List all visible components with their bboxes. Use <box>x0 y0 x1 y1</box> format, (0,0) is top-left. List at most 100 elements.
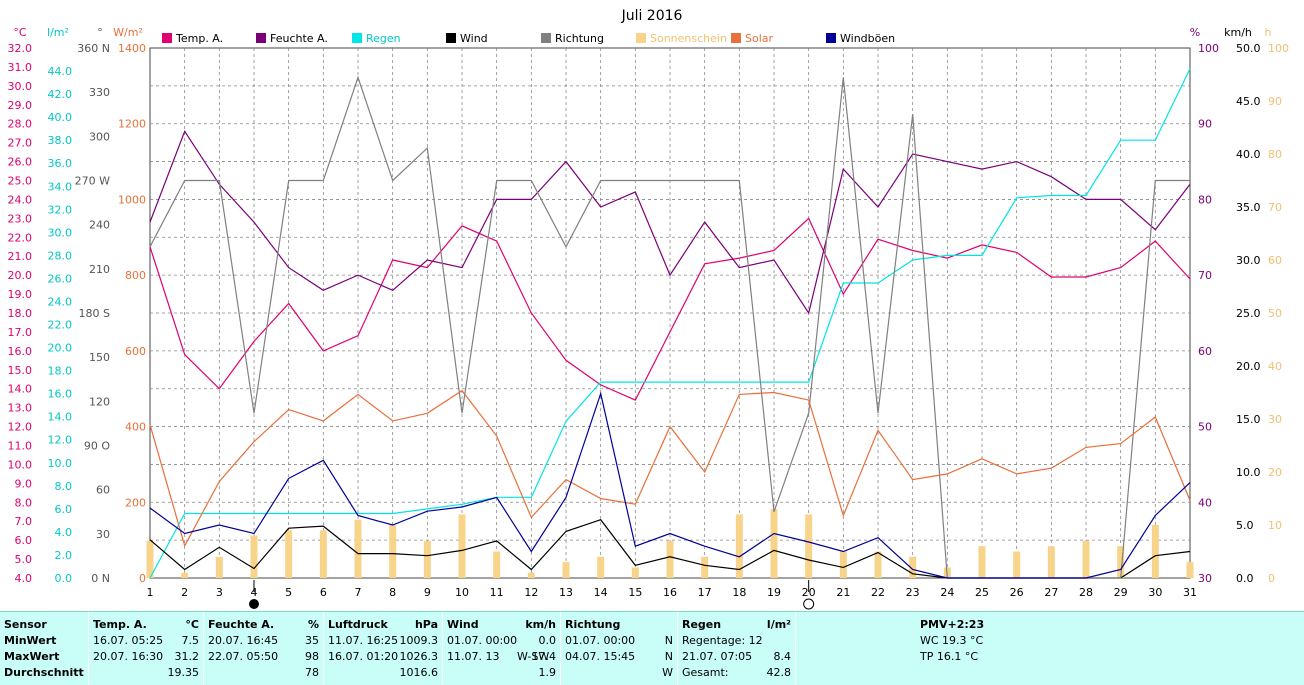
wind-chill-value: WC 19.3 °C <box>920 634 984 647</box>
temp-axis-label: 26.0 <box>8 156 33 169</box>
legend-swatch <box>256 33 266 43</box>
series-line-solar <box>149 389 1191 548</box>
x-tick-label: 19 <box>767 586 781 599</box>
stats-sensor-column: Sensor MinWert MaxWert Durchschnitt <box>0 612 89 685</box>
sunshine-bar <box>701 556 709 578</box>
temp-axis-label: 17.0 <box>8 326 33 339</box>
direction-axis-label: 210 <box>89 263 110 276</box>
pressure-unit: hPa <box>414 618 438 631</box>
sun-axis-label: 10 <box>1268 519 1282 532</box>
legend-swatch <box>636 33 646 43</box>
rain-axis-label: 10.0 <box>48 457 73 470</box>
temp-axis-label: 15.0 <box>8 364 33 377</box>
x-tick-label: 16 <box>663 586 677 599</box>
legend-swatch <box>162 33 172 43</box>
solar-axis-label: 0 <box>139 572 146 585</box>
humidity-axis-label: 80 <box>1198 193 1212 206</box>
sun-axis-label: 40 <box>1268 360 1282 373</box>
temp-axis-label: 13.0 <box>8 402 33 415</box>
temp-min-value: 7.5 <box>181 634 200 647</box>
rain-max-value: 8.4 <box>773 650 792 663</box>
direction-axis-label: 240 <box>89 219 110 232</box>
sunshine-bar <box>527 572 535 578</box>
sunshine-bar <box>666 540 674 578</box>
chart-legend: Temp. A. Feuchte A. Regen Wind Richtung Sonne… <box>162 32 895 45</box>
stats-pmv-column: PMV+2:23 WC 19.3 °C TP 16.1 °C <box>796 612 1304 685</box>
wind-axis-label: 0.0 <box>1236 572 1254 585</box>
x-tick-label: 24 <box>940 586 954 599</box>
rain-axis-label: 32.0 <box>48 203 73 216</box>
rain-axis-label: 6.0 <box>55 503 73 516</box>
x-tick-label: 18 <box>732 586 746 599</box>
wind-axis-unit: km/h <box>1224 26 1252 39</box>
direction-avg-value: W <box>662 666 673 679</box>
wind-min-value: 0.0 <box>538 634 557 647</box>
sunshine-bar <box>354 519 362 578</box>
series-line-feuchte-a <box>149 129 1191 315</box>
series-lines <box>149 68 1191 579</box>
sun-axis-label: 30 <box>1268 413 1282 426</box>
wind-axis-label: 10.0 <box>1236 466 1261 479</box>
rain-axis-label: 14.0 <box>48 411 73 424</box>
temp-axis-label: 23.0 <box>8 212 33 225</box>
sun-axis-label: 80 <box>1268 148 1282 161</box>
sun-axis-label: 90 <box>1268 95 1282 108</box>
x-tick-label: 12 <box>524 586 538 599</box>
legend-item: Sonnenschein <box>636 32 727 45</box>
sunshine-bar <box>458 514 466 578</box>
direction-max-time: 04.07. 15:45 <box>565 650 636 663</box>
direction-min-value: N <box>664 634 673 647</box>
sunshine-bar <box>493 551 501 578</box>
temp-axis-label: 29.0 <box>8 99 33 112</box>
sensor-header: Sensor <box>4 618 47 631</box>
temp-axis-label: 7.0 <box>15 515 33 528</box>
wind-axis-label: 35.0 <box>1236 201 1261 214</box>
wind-max-value: 17.4 <box>531 650 557 663</box>
sunshine-bar <box>250 535 258 578</box>
stats-humidity-column: Feuchte A.% 20.07. 16:45 35 22.07. 05:50 9… <box>204 612 324 685</box>
direction-axis-label: 60 <box>96 484 110 497</box>
wind-axis-label: 25.0 <box>1236 307 1261 320</box>
rain-axis-label: 42.0 <box>48 88 73 101</box>
humidity-axis-unit: % <box>1190 26 1200 39</box>
legend-label: Feuchte A. <box>270 32 328 45</box>
rain-axis-label: 20.0 <box>48 342 73 355</box>
legend-swatch <box>446 33 456 43</box>
wind-max-direction: W-SW <box>517 650 550 663</box>
new-moon-icon <box>249 580 259 609</box>
series-line-temp-a <box>149 217 1191 401</box>
legend-label: Temp. A. <box>175 32 223 45</box>
sunshine-bar <box>1047 546 1055 578</box>
x-tick-label: 31 <box>1183 586 1197 599</box>
solar-axis-label: 1000 <box>118 193 146 206</box>
solar-axis-label: 200 <box>125 496 146 509</box>
wind-axis-label: 20.0 <box>1236 360 1261 373</box>
direction-axis-label: 150 <box>89 351 110 364</box>
weather-chart: Juli 2016 Temp. A. Feuchte A. Regen Wind Ric… <box>8 8 1289 610</box>
x-tick-label: 6 <box>320 586 327 599</box>
temp-axis-label: 21.0 <box>8 250 33 263</box>
solar-axis-label: 400 <box>125 421 146 434</box>
x-tick-label: 15 <box>628 586 642 599</box>
temp-avg-value: 19.35 <box>167 666 200 679</box>
humidity-header: Feuchte A. <box>208 618 275 631</box>
temp-axis-label: 18.0 <box>8 307 33 320</box>
sun-axis-label: 100 <box>1268 42 1289 55</box>
moon-disc <box>249 599 259 609</box>
legend-label: Sonnenschein <box>650 32 727 45</box>
legend-swatch <box>541 33 551 43</box>
legend-item: Feuchte A. <box>256 32 328 45</box>
pressure-min-time: 11.07. 16:25 <box>328 634 399 647</box>
temp-axis-label: 12.0 <box>8 421 33 434</box>
temp-axis-label: 9.0 <box>15 477 33 490</box>
legend-label: Solar <box>745 32 774 45</box>
sunshine-bar <box>735 514 743 578</box>
temp-axis-label: 24.0 <box>8 193 33 206</box>
solar-axis-unit: W/m² <box>113 26 143 39</box>
pressure-avg-value: 1016.6 <box>399 666 439 679</box>
temp-max-time: 20.07. 16:30 <box>93 650 164 663</box>
x-tick-label: 26 <box>1010 586 1024 599</box>
rain-axis-label: 0.0 <box>55 572 73 585</box>
x-tick-label: 21 <box>836 586 850 599</box>
x-tick-label: 20 <box>802 586 816 599</box>
